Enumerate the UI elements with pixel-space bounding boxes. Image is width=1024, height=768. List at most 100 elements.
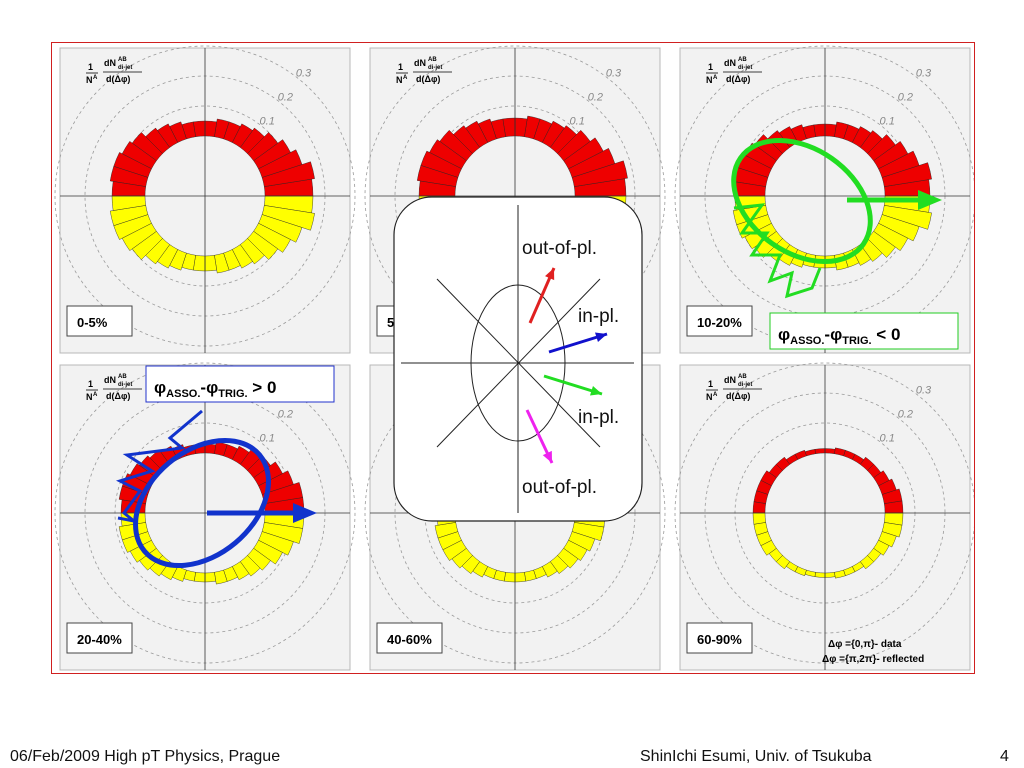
- centrality-label: 40-60%: [387, 632, 432, 647]
- ring-label-0: 0.3: [606, 68, 622, 80]
- data-bin-5: [859, 130, 883, 154]
- ylabel-den-sup: A: [713, 392, 718, 398]
- green-overlay: [731, 137, 942, 299]
- ring-label-2: 0.1: [880, 432, 895, 444]
- reflected-bin-2: [878, 531, 897, 548]
- ylabel-num-sup: AB: [738, 374, 747, 380]
- centrality-label-box: [66, 305, 133, 337]
- ylabel-num-sub: di-jet: [428, 65, 442, 71]
- reflected-bin-8: [214, 569, 228, 585]
- centrality-label: 10-20%: [697, 315, 742, 330]
- data-bin-5: [859, 456, 875, 471]
- reflected-bin-3: [873, 539, 890, 556]
- reflected-bin-1: [881, 522, 903, 538]
- data-bin-3: [563, 137, 604, 170]
- blue-overlay: [116, 409, 317, 569]
- ring-label-2: 0.1: [880, 115, 895, 127]
- reflected-bin-9: [204, 572, 217, 583]
- ylabel-num-sub: di-jet: [118, 382, 132, 388]
- reflected-bin-9: [514, 572, 527, 583]
- ylabel-frac-den: N: [396, 75, 403, 85]
- ylabel-den-main: d(Δφ): [106, 74, 130, 84]
- data-bin-3: [873, 470, 890, 487]
- inset-label-in-plane-top: in-pl.: [578, 306, 619, 327]
- ylabel-den-sup: A: [93, 392, 98, 398]
- ylabel-num-main: dN: [724, 58, 736, 68]
- data-bin-9: [204, 443, 217, 454]
- ylabel-frac-num: 1: [708, 379, 713, 389]
- ring-label-2: 0.1: [570, 115, 585, 127]
- reflected-bin-4: [557, 547, 579, 569]
- reflected-bin-8: [834, 569, 846, 579]
- polar-panel-60-90%: 0.30.20.1 1 N AdN AB di-jet d(Δφ) 60-90% Δφ ={0,…: [674, 362, 976, 671]
- ylabel-num-main: dN: [104, 375, 116, 385]
- ring-label-1: 0.2: [588, 92, 603, 104]
- centrality-label-box: [686, 305, 753, 337]
- inset-arrow-out-of-plane-down-head: [542, 450, 552, 463]
- data-bin-9: [824, 448, 836, 454]
- reflected-bin-6: [541, 561, 558, 578]
- data-bin-4: [867, 134, 896, 162]
- inset-diagram: out-of-pl. in-pl. in-pl. out-of-pl.: [393, 196, 643, 522]
- blue-zigzag: [116, 409, 203, 523]
- ylabel-den-main: d(Δφ): [416, 74, 440, 84]
- data-bin-19: [752, 501, 766, 514]
- footer-author-text: ShinIchi Esumi, Univ. of Tsukuba: [640, 748, 872, 765]
- inset-ellipse: [470, 284, 566, 442]
- data-bin-1: [571, 160, 628, 187]
- ylabel-num-sup: AB: [738, 57, 747, 63]
- ylabel-frac-den: N: [706, 392, 713, 402]
- inset-arrow-in-plane-up-head: [595, 332, 607, 343]
- green-ellipse: [731, 137, 873, 265]
- reflected-bin-19: [752, 512, 766, 525]
- ylabel-frac-den: N: [86, 392, 93, 402]
- data-bin-2: [258, 149, 303, 178]
- phi-positive-box: φASSO.-φTRIG. > 0: [145, 365, 335, 403]
- ylabel-den-main: d(Δφ): [726, 74, 750, 84]
- reflected-bin-4: [867, 230, 896, 258]
- centrality-label-box: [376, 622, 443, 654]
- ring-label-0: 0.3: [296, 68, 312, 80]
- ylabel-den-sup: A: [403, 75, 408, 81]
- data-bin-4: [247, 132, 279, 162]
- ylabel-frac-den: N: [706, 75, 713, 85]
- data-bin-1: [261, 161, 315, 187]
- inset-label-out-of-plane-top: out-of-pl.: [522, 238, 597, 259]
- ring-label-2: 0.1: [260, 432, 275, 444]
- green-arrow-head: [918, 190, 942, 210]
- reflected-bin-2: [878, 214, 920, 242]
- ylabel-num-sup: AB: [118, 374, 127, 380]
- reflected-bin-5: [859, 555, 875, 570]
- reflected-bin-8: [214, 252, 230, 274]
- centrality-label: 60-90%: [697, 632, 742, 647]
- phi-negative-box-border: [769, 312, 959, 350]
- inset-label-in-plane-bottom: in-pl.: [578, 407, 619, 428]
- ylabel-num-sup: AB: [118, 57, 127, 63]
- reflected-bin-2: [258, 531, 294, 556]
- data-bin-3: [253, 139, 291, 170]
- ring-label-0: 0.3: [916, 68, 932, 80]
- ylabel-num-main: dN: [104, 58, 116, 68]
- reflected-bin-5: [239, 238, 265, 265]
- data-bin-4: [557, 129, 591, 162]
- centrality-label: 20-40%: [77, 632, 122, 647]
- data-bin-6: [851, 126, 872, 148]
- ylabel-num-sub: di-jet: [738, 65, 752, 71]
- centrality-label-box: [686, 622, 753, 654]
- legend-data-line: Δφ ={0,π}- data: [828, 639, 902, 650]
- data-bin-18: [416, 165, 459, 187]
- reflected-bin-3: [563, 539, 588, 561]
- phi-negative-box-text: φASSO.-φTRIG. < 0: [778, 325, 900, 347]
- ring-label-0: 0.3: [916, 385, 932, 397]
- reflected-bin-5: [549, 555, 569, 574]
- reflected-bin-9: [824, 572, 836, 578]
- ylabel-den-sup: A: [713, 75, 718, 81]
- legend-reflected-line: Δφ ={π,2π}- reflected: [822, 654, 924, 665]
- reflected-bin-18: [434, 522, 459, 539]
- data-bin-1: [881, 488, 903, 504]
- ylabel-frac-num: 1: [708, 62, 713, 72]
- inset-label-out-of-plane-bottom: out-of-pl.: [522, 477, 597, 498]
- reflected-bin-2: [568, 531, 596, 552]
- data-bin-5: [549, 125, 577, 154]
